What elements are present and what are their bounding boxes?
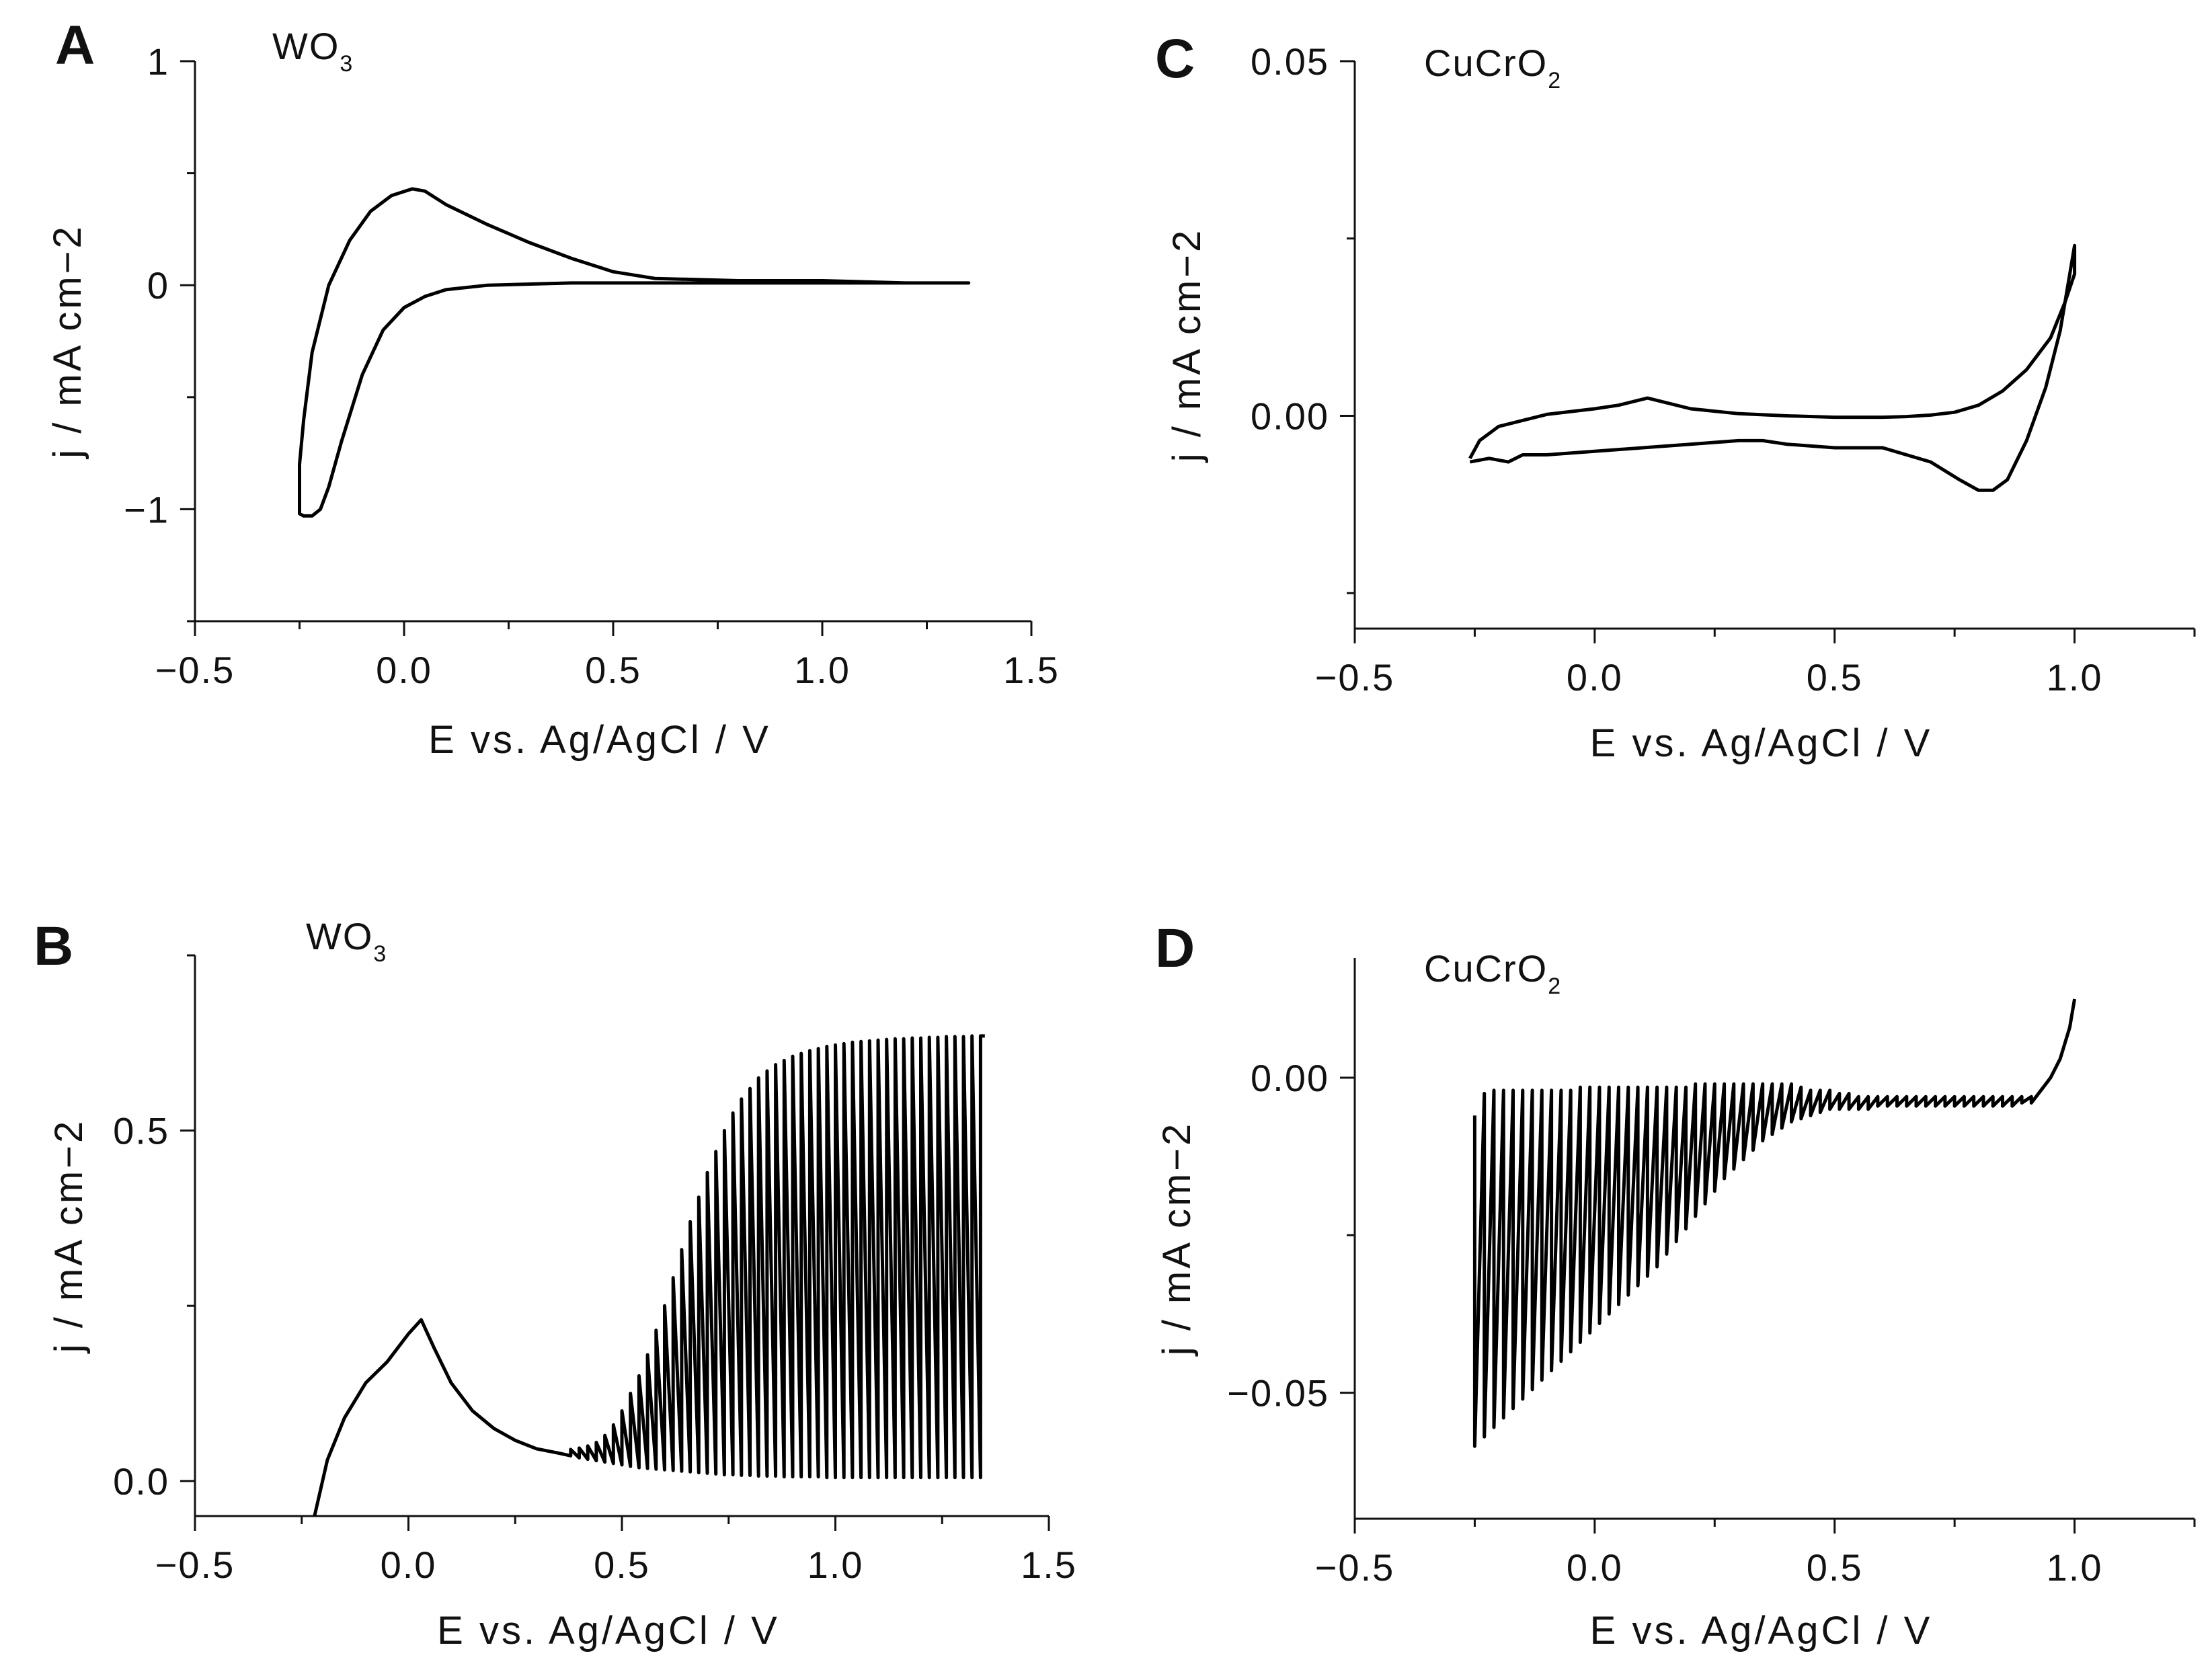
y-axis-label: j / mA cm−2	[1165, 228, 1209, 464]
panel-letter: D	[1155, 918, 1195, 979]
x-tick-label: 1.0	[807, 1544, 864, 1586]
x-axis-label: E vs. Ag/AgCl / V	[1590, 1609, 1933, 1653]
y-tick-label: −1	[124, 488, 169, 530]
chart-panel-c: C CuCrO2 −0.5 0.0 0.5 1.0 0.05 0.00 E vs. Ag/AgC…	[1155, 28, 2196, 765]
data-series-line	[313, 1034, 985, 1517]
y-tick-label: 0	[147, 264, 169, 307]
y-tick-label: −0.05	[1227, 1372, 1329, 1415]
x-tick-label: 0.5	[1807, 656, 1863, 699]
y-tick-label: 0.05	[1251, 40, 1329, 83]
data-series-line	[1472, 998, 2077, 1448]
y-tick-label: 1	[147, 40, 169, 83]
material-label: WO3	[306, 915, 387, 967]
x-tick-label: 1.0	[2047, 656, 2103, 699]
panel-letter: B	[34, 916, 73, 977]
x-tick-label: −0.5	[1315, 656, 1395, 699]
x-tick-label: 0.0	[376, 649, 432, 691]
x-tick-label: 1.0	[2047, 1546, 2103, 1589]
x-axis-label: E vs. Ag/AgCl / V	[428, 718, 771, 762]
y-tick-label: 0.00	[1251, 1057, 1329, 1099]
y-tick-label: 0.5	[113, 1110, 169, 1152]
y-axis-label: j / mA cm−2	[47, 1119, 91, 1355]
x-tick-label: 0.5	[585, 649, 641, 691]
x-tick-label: 0.5	[1807, 1546, 1863, 1589]
x-tick-label: 0.0	[381, 1544, 437, 1586]
material-label: CuCrO2	[1424, 42, 1562, 93]
x-tick-label: 0.5	[594, 1544, 650, 1586]
x-tick-label: 1.5	[1021, 1544, 1077, 1586]
panel-letter: C	[1155, 28, 1195, 89]
x-axis-label: E vs. Ag/AgCl / V	[1590, 721, 1933, 765]
x-tick-label: −0.5	[1315, 1546, 1395, 1589]
y-axis-label: j / mA cm−2	[1155, 1121, 1199, 1357]
data-series-line	[1468, 243, 2077, 492]
data-series-line	[298, 187, 971, 518]
x-tick-label: −0.5	[155, 649, 235, 691]
panel-letter: A	[55, 15, 95, 76]
x-tick-label: 1.5	[1003, 649, 1060, 691]
y-tick-label: 0.00	[1251, 395, 1329, 438]
x-tick-label: −0.5	[155, 1544, 235, 1586]
x-tick-label: 0.0	[1567, 656, 1623, 699]
y-tick-label: 0.0	[113, 1460, 169, 1503]
chart-panel-d: D CuCrO2 −0.5 0.0 0.5 1.0 0.00 −0.05 E vs. Ag/Ag…	[1155, 918, 2196, 1653]
material-label: WO3	[272, 25, 354, 77]
y-axis-label: j / mA cm−2	[46, 224, 89, 460]
x-tick-label: 0.0	[1567, 1546, 1623, 1589]
chart-panel-a: A WO3 −0.5 0.0 0.5 1.0 1.5 1 0 −1 E vs. Ag/AgCl / …	[46, 15, 1060, 762]
chart-panel-b: B WO3−0.5 0.0 0.5 1.0 1.50.50.0E vs. Ag/AgCl …	[34, 915, 1077, 1653]
x-tick-label: 1.0	[794, 649, 851, 691]
x-axis-label: E vs. Ag/AgCl / V	[437, 1609, 780, 1653]
material-label: CuCrO2	[1424, 947, 1562, 999]
